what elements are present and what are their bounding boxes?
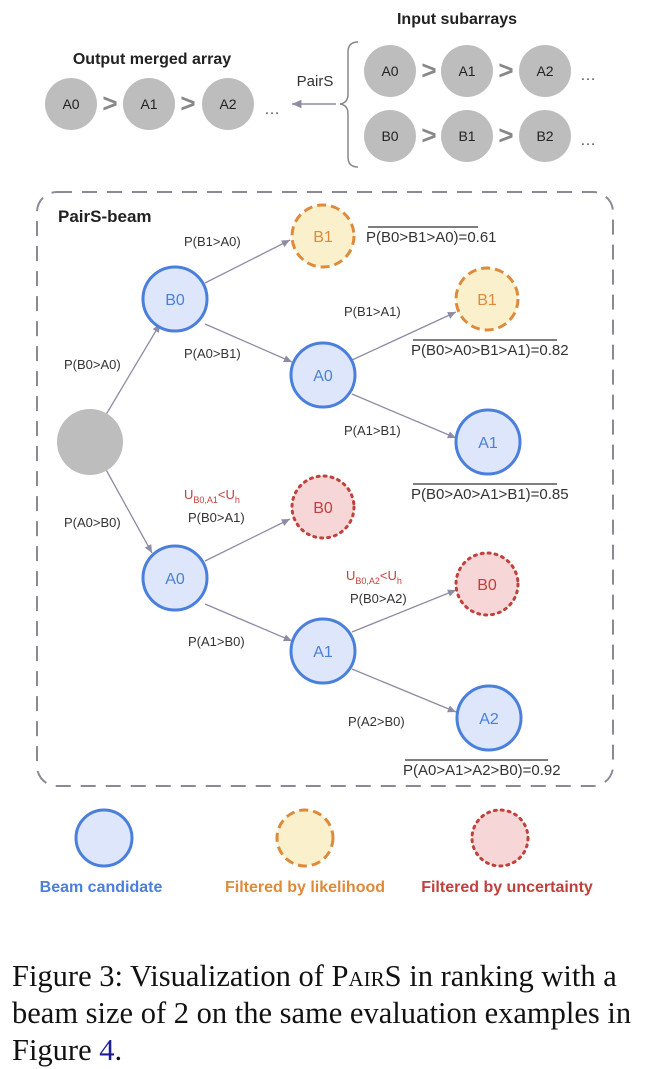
- root-node: [57, 409, 123, 475]
- input-node: [441, 110, 493, 162]
- edge-a1-a2: [351, 668, 457, 713]
- edge-label: P(A0>B1): [184, 346, 241, 361]
- beam-node-a0-lower: A0: [141, 544, 209, 612]
- uncertainty-label-1: UB0,A1<Uh: [184, 487, 240, 505]
- edge-a0-b1: [351, 311, 457, 361]
- legend: Beam candidate Filtered by likelihood Fi…: [40, 808, 593, 896]
- output-node-label: A2: [219, 96, 236, 112]
- node-label: A0: [313, 368, 333, 385]
- output-node: [45, 78, 97, 130]
- likelihood-node-b1-top: B1: [290, 203, 356, 269]
- node-label: A2: [479, 711, 499, 728]
- legend-uncertainty-swatch: [470, 808, 530, 868]
- input-node: [519, 110, 571, 162]
- output-node: [202, 78, 254, 130]
- uncertainty-node-b0-mid: B0: [290, 474, 356, 540]
- caption-method-name: PairS: [331, 959, 402, 993]
- edge-label: P(B1>A0): [184, 234, 241, 249]
- uncertainty-label-2: UB0,A2<Uh: [346, 568, 402, 586]
- ellipsis: …: [264, 101, 280, 118]
- input-subarrays-title: Input subarrays: [397, 11, 517, 28]
- output-node: [123, 78, 175, 130]
- likelihood-node-b1-right: B1: [454, 266, 520, 332]
- input-node: [364, 110, 416, 162]
- edge-label: P(B0>A1): [188, 510, 245, 525]
- node-label: A1: [313, 644, 333, 661]
- gt-sign: >: [498, 120, 513, 150]
- edge-a1-b0: [351, 589, 457, 633]
- node-label: B0: [313, 500, 333, 517]
- score-label: P(A0>A1>A2>B0)=0.92: [403, 762, 561, 779]
- edge-label: P(B0>A0): [64, 357, 121, 372]
- edge-root-b0: [103, 323, 161, 419]
- edge-label: P(B0>A2): [350, 591, 407, 606]
- score-label: P(B0>B1>A0)=0.61: [366, 229, 497, 246]
- input-node-label: B1: [458, 128, 475, 144]
- beam-node-a2: A2: [455, 684, 523, 752]
- output-merged-array-title: Output merged array: [73, 51, 231, 68]
- input-node: [364, 45, 416, 97]
- input-node: [441, 45, 493, 97]
- edge-root-a0: [103, 465, 153, 554]
- edge-label: P(A0>B0): [64, 515, 121, 530]
- legend-likelihood-label: Filtered by likelihood: [225, 879, 385, 896]
- curly-brace: [339, 41, 359, 168]
- gt-sign: >: [180, 88, 195, 118]
- pairs-diagram: Input subarrays Output merged array A0 >…: [36, 11, 614, 896]
- input-node-label: A1: [458, 63, 475, 79]
- input-node-label: B0: [381, 128, 398, 144]
- pairs-arrow-label: PairS: [297, 73, 334, 90]
- gt-sign: >: [102, 88, 117, 118]
- gt-sign: >: [421, 55, 436, 85]
- pairs-beam-title: PairS-beam: [58, 207, 152, 226]
- node-label: A1: [478, 435, 498, 452]
- output-node-label: A0: [62, 96, 79, 112]
- caption-body: in ranking with a beam size of 2 on the …: [12, 959, 632, 1067]
- node-label: B1: [477, 292, 497, 309]
- edge-a0-a1-lower: [204, 603, 293, 642]
- legend-uncertainty-label: Filtered by uncertainty: [421, 879, 593, 896]
- input-node-label: A2: [536, 63, 553, 79]
- caption-end: .: [114, 1033, 123, 1067]
- input-node-label: B2: [536, 128, 553, 144]
- beam-node-a1-right: A1: [454, 408, 522, 476]
- edge-label: P(A1>B0): [188, 634, 245, 649]
- legend-beam-label: Beam candidate: [40, 879, 163, 896]
- uncertainty-node-b0-lower: B0: [454, 551, 520, 617]
- edge-b0-a0: [204, 323, 293, 363]
- tree-edges: [103, 239, 457, 713]
- edge-a0-a1: [351, 393, 457, 439]
- edge-label: P(B1>A1): [344, 304, 401, 319]
- subarray-a: A0 > A1 > A2 …: [364, 45, 596, 97]
- ellipsis: …: [580, 132, 596, 149]
- beam-node-a0-upper: A0: [289, 341, 357, 409]
- gt-sign: >: [498, 55, 513, 85]
- ellipsis: …: [580, 67, 596, 84]
- edge-label: P(A2>B0): [348, 714, 405, 729]
- legend-likelihood-swatch: [275, 808, 335, 868]
- figure-reference-link[interactable]: 4: [99, 1033, 115, 1067]
- edge-labels: P(B0>A0) P(A0>B0) P(B1>A0) P(A0>B1) P(B1…: [64, 234, 407, 729]
- edge-b0-b1: [204, 239, 291, 284]
- gt-sign: >: [421, 120, 436, 150]
- output-array: A0 > A1 > A2 …: [45, 78, 280, 130]
- caption-prefix: Figure 3: Visualization of: [12, 959, 332, 993]
- input-node-label: A0: [381, 63, 398, 79]
- beam-node-b0: B0: [141, 265, 209, 333]
- score-labels: P(B0>B1>A0)=0.61 P(B0>A0>B1>A1)=0.82 P(B…: [366, 226, 569, 779]
- score-label: P(B0>A0>A1>B1)=0.85: [411, 486, 569, 503]
- edge-a0-b0: [204, 518, 291, 562]
- node-label: A0: [165, 571, 185, 588]
- score-label: P(B0>A0>B1>A1)=0.82: [411, 342, 569, 359]
- node-label: B0: [477, 577, 497, 594]
- node-label: B1: [313, 229, 333, 246]
- output-node-label: A1: [140, 96, 157, 112]
- edge-label: P(A1>B1): [344, 423, 401, 438]
- figure-caption: Figure 3: Visualization of PairS in rank…: [12, 958, 642, 1069]
- beam-node-a1-lower: A1: [289, 617, 357, 685]
- subarray-b: B0 > B1 > B2 …: [364, 110, 596, 162]
- input-node: [519, 45, 571, 97]
- node-label: B0: [165, 292, 185, 309]
- legend-beam-swatch: [74, 808, 134, 868]
